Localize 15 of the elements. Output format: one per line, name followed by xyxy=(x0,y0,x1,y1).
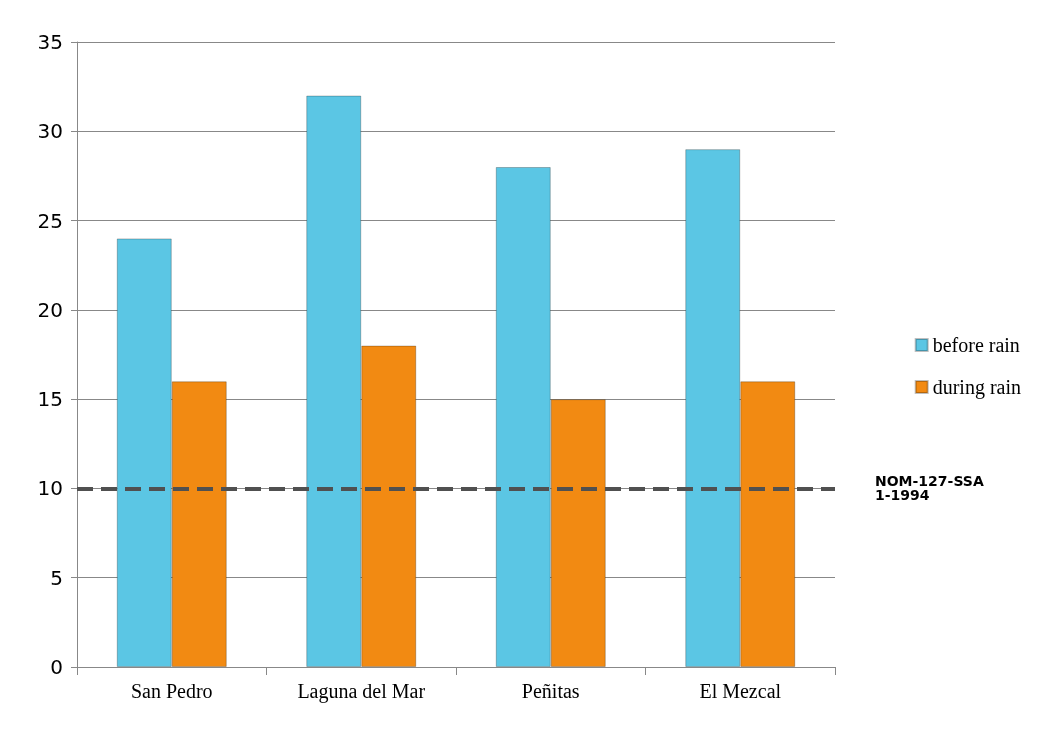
x-tick-label: Peñitas xyxy=(521,680,580,702)
ref-line-label: NOM-127-SSA1-1994 xyxy=(875,473,984,504)
y-tick-label: 10 xyxy=(37,476,63,501)
y-tick-label: 30 xyxy=(37,119,63,144)
x-tick-label: San Pedro xyxy=(130,680,213,702)
y-tick-label: 25 xyxy=(37,208,63,233)
y-tick-label: 15 xyxy=(37,387,63,412)
y-tick-label: 0 xyxy=(50,655,63,679)
y-tick-label: 5 xyxy=(50,565,63,590)
y-tick-label: 35 xyxy=(37,30,63,54)
y-tick-label: 20 xyxy=(37,297,63,322)
legend-label: before rain xyxy=(932,334,1020,356)
x-tick-label: Laguna del Mar xyxy=(297,680,426,703)
x-tick-label: El Mezcal xyxy=(699,680,782,702)
legend-label: during rain xyxy=(932,376,1021,399)
